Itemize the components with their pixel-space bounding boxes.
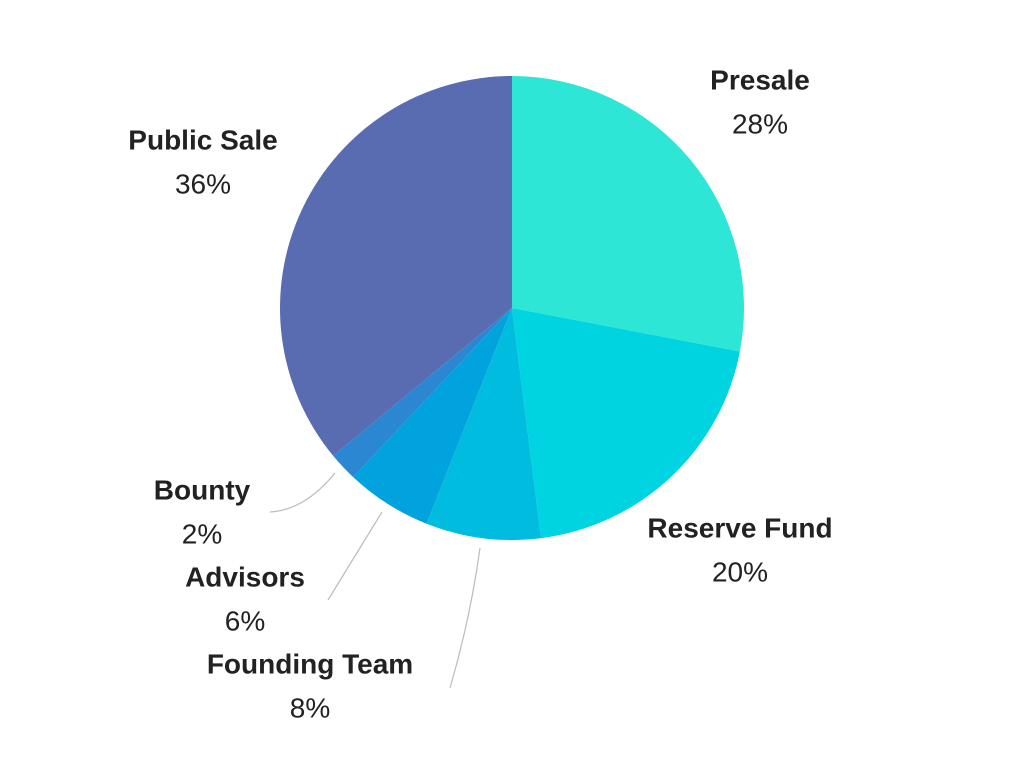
- slice-value: 6%: [225, 605, 265, 636]
- slice-label: Founding Team: [207, 648, 413, 679]
- leader-line: [327, 511, 383, 601]
- slice-value: 20%: [712, 556, 768, 587]
- slice-value: 36%: [175, 168, 231, 199]
- pie-slice: [512, 308, 740, 539]
- slice-value: 28%: [732, 108, 788, 139]
- leader-line: [269, 472, 336, 513]
- pie-slice: [353, 308, 512, 524]
- pie-slice: [512, 76, 744, 352]
- slice-label: Advisors: [185, 561, 305, 592]
- slice-value: 8%: [290, 692, 330, 723]
- leader-line: [449, 547, 481, 689]
- slice-label: Public Sale: [128, 124, 277, 155]
- pie-slice: [280, 76, 512, 456]
- slice-value: 2%: [182, 518, 222, 549]
- slice-label: Reserve Fund: [647, 512, 832, 543]
- pie-slice: [426, 308, 542, 540]
- slice-label: Bounty: [154, 474, 251, 505]
- pie-slice: [333, 308, 512, 478]
- slice-label: Presale: [710, 64, 810, 95]
